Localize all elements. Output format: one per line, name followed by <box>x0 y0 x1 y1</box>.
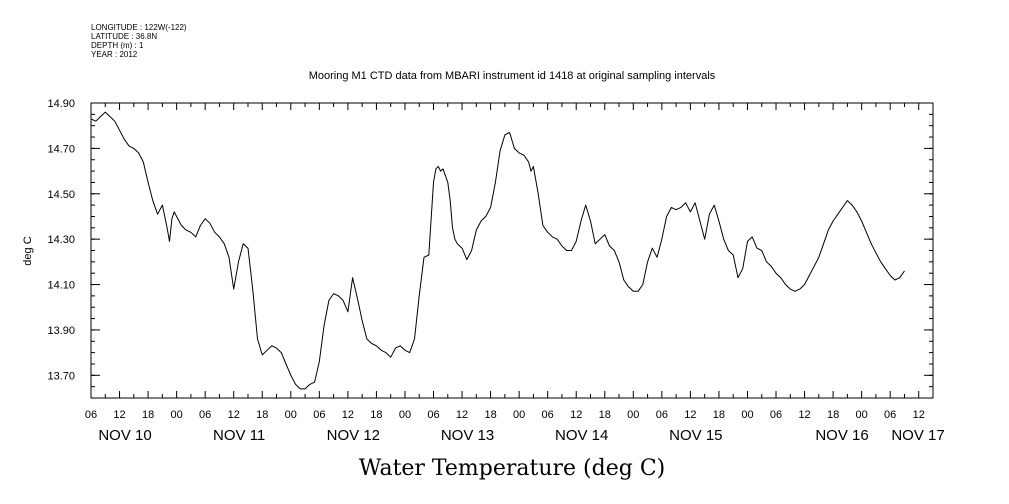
x-tick-label: 00 <box>513 409 525 421</box>
metadata-line: YEAR : 2012 <box>91 50 138 59</box>
x-tick-label: 18 <box>713 409 725 421</box>
x-tick-label: 06 <box>313 409 325 421</box>
y-axis: 13.70 13.90 14.10 14.30 14.50 14.70 14.90 <box>47 98 933 399</box>
x-tick-label: 06 <box>656 409 668 421</box>
x-date-label: NOV 15 <box>669 427 722 444</box>
x-date-label: NOV 11 <box>213 427 265 444</box>
x-tick-label: 18 <box>256 409 268 421</box>
x-tick-label: 00 <box>285 409 297 421</box>
y-tick-label: 14.70 <box>47 143 75 155</box>
y-tick-label: 14.90 <box>47 98 75 110</box>
x-date-label: NOV 13 <box>441 427 494 444</box>
x-tick-label: 18 <box>599 409 611 421</box>
x-tick-label: 00 <box>741 409 753 421</box>
y-tick-label: 14.50 <box>47 189 75 201</box>
x-tick-label: 12 <box>913 409 925 421</box>
x-tick-label: 06 <box>884 409 896 421</box>
y-tick-label: 14.30 <box>47 234 75 246</box>
x-tick-label: 18 <box>142 409 154 421</box>
x-tick-label: 12 <box>798 409 810 421</box>
x-date-label: NOV 10 <box>98 427 151 444</box>
x-tick-label: 12 <box>570 409 582 421</box>
x-tick-label: 12 <box>342 409 354 421</box>
metadata-line: LONGITUDE : 122W(-122) <box>91 23 187 32</box>
x-tick-label: 06 <box>542 409 554 421</box>
x-tick-label: 00 <box>627 409 639 421</box>
x-tick-label: 18 <box>370 409 382 421</box>
x-tick-label: 06 <box>85 409 97 421</box>
x-tick-label: 12 <box>113 409 125 421</box>
x-date-label: NOV 14 <box>555 427 608 444</box>
y-axis-label: deg C <box>22 236 34 265</box>
x-date-label: NOV 17 <box>891 427 944 444</box>
series-layer <box>90 111 905 390</box>
x-tick-label: 12 <box>456 409 468 421</box>
x-tick-label: 06 <box>770 409 782 421</box>
x-tick-label: 00 <box>399 409 411 421</box>
plot-frame <box>90 102 934 399</box>
y-tick-label: 14.10 <box>47 280 75 292</box>
series-line <box>90 111 905 390</box>
x-date-label: NOV 16 <box>815 427 868 444</box>
chart-title: Mooring M1 CTD data from MBARI instrumen… <box>309 70 716 82</box>
x-tick-label: 18 <box>484 409 496 421</box>
y-tick-label: 13.90 <box>47 325 75 337</box>
x-tick-label: 12 <box>684 409 696 421</box>
x-tick-label: 12 <box>228 409 240 421</box>
x-tick-label: 00 <box>171 409 183 421</box>
metadata-line: LATITUDE : 36.8N <box>91 32 157 41</box>
x-tick-label: 06 <box>199 409 211 421</box>
metadata-block: LONGITUDE : 122W(-122)LATITUDE : 36.8NDE… <box>91 23 187 59</box>
footer-title: Water Temperature (deg C) <box>359 456 666 481</box>
x-axis: 06 12 18 00 06 12 18 00 06 12 18 00 06 12 18 00 06 12 18 00… <box>85 103 945 444</box>
x-tick-label: 00 <box>856 409 868 421</box>
metadata-line: DEPTH (m) : 1 <box>91 41 144 50</box>
x-tick-label: 18 <box>827 409 839 421</box>
y-tick-label: 13.70 <box>47 370 75 382</box>
x-date-label: NOV 12 <box>327 427 380 444</box>
x-tick-label: 06 <box>427 409 439 421</box>
